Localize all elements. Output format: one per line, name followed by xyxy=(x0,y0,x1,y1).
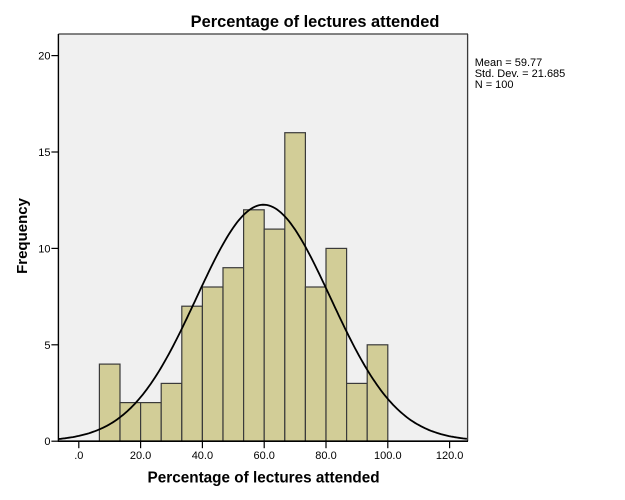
svg-text:40.0: 40.0 xyxy=(192,450,213,462)
svg-text:20: 20 xyxy=(38,51,50,63)
svg-text:60.0: 60.0 xyxy=(253,450,274,462)
svg-text:120.0: 120.0 xyxy=(436,450,464,462)
svg-text:Std. Dev. = 21.685: Std. Dev. = 21.685 xyxy=(475,68,566,80)
svg-text:20.0: 20.0 xyxy=(130,450,151,462)
svg-text:Frequency: Frequency xyxy=(14,197,31,274)
svg-text:80.0: 80.0 xyxy=(315,450,336,462)
svg-text:10: 10 xyxy=(38,243,50,255)
svg-text:Percentage of lectures attende: Percentage of lectures attended xyxy=(191,13,440,31)
svg-text:.0: .0 xyxy=(74,450,83,462)
svg-text:5: 5 xyxy=(44,340,50,352)
svg-text:Percentage of lectures attende: Percentage of lectures attended xyxy=(148,470,380,487)
svg-text:100.0: 100.0 xyxy=(374,450,402,462)
svg-text:15: 15 xyxy=(38,147,50,159)
svg-text:0: 0 xyxy=(44,436,50,448)
svg-text:Mean = 59.77: Mean = 59.77 xyxy=(475,57,543,69)
svg-text:N = 100: N = 100 xyxy=(475,79,514,91)
